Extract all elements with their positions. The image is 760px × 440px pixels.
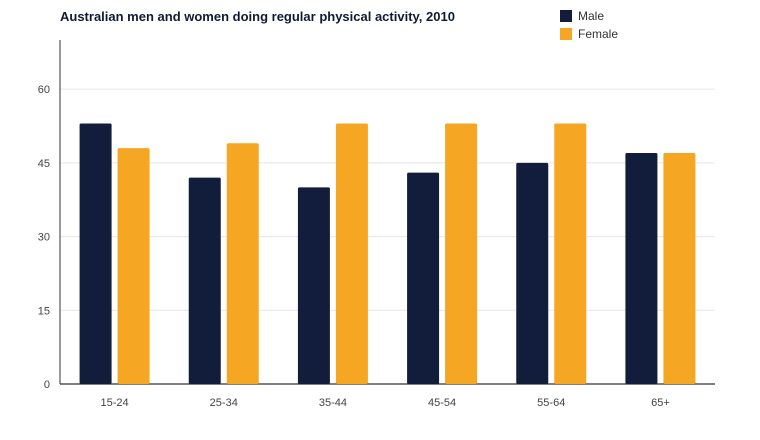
bar-male-3	[407, 172, 440, 384]
x-tick-label-3: 45-54	[428, 397, 456, 409]
x-tick-label-5: 65+	[651, 397, 670, 409]
bar-male-0	[79, 123, 112, 385]
bar-female-5	[663, 153, 696, 384]
bar-female-3	[445, 123, 478, 385]
x-tick-label-2: 35-44	[319, 397, 347, 409]
bar-female-1	[226, 143, 259, 384]
x-tick-label-0: 15-24	[101, 397, 129, 409]
legend: Male Female	[560, 7, 618, 43]
y-tick-label-1: 15	[38, 305, 50, 317]
chart-title: Australian men and women doing regular p…	[60, 9, 455, 24]
bar-female-4	[554, 123, 587, 385]
legend-item-male: Male	[560, 7, 618, 25]
bar-female-0	[117, 148, 150, 384]
y-tick-label-0: 0	[44, 379, 50, 391]
bar-female-2	[335, 123, 368, 385]
legend-label-female: Female	[578, 27, 619, 41]
bar-male-1	[188, 177, 221, 384]
bar-male-2	[297, 187, 330, 384]
y-tick-label-3: 45	[38, 158, 50, 170]
bar-male-5	[625, 153, 658, 384]
x-tick-label-1: 25-34	[210, 397, 238, 409]
legend-label-male: Male	[578, 9, 605, 23]
legend-swatch-male	[560, 10, 572, 22]
y-tick-label-4: 60	[38, 84, 50, 96]
bar-male-4	[516, 162, 549, 384]
legend-swatch-female	[560, 28, 572, 40]
x-tick-label-4: 55-64	[537, 397, 565, 409]
y-tick-label-2: 30	[38, 232, 50, 244]
legend-item-female: Female	[560, 25, 618, 43]
